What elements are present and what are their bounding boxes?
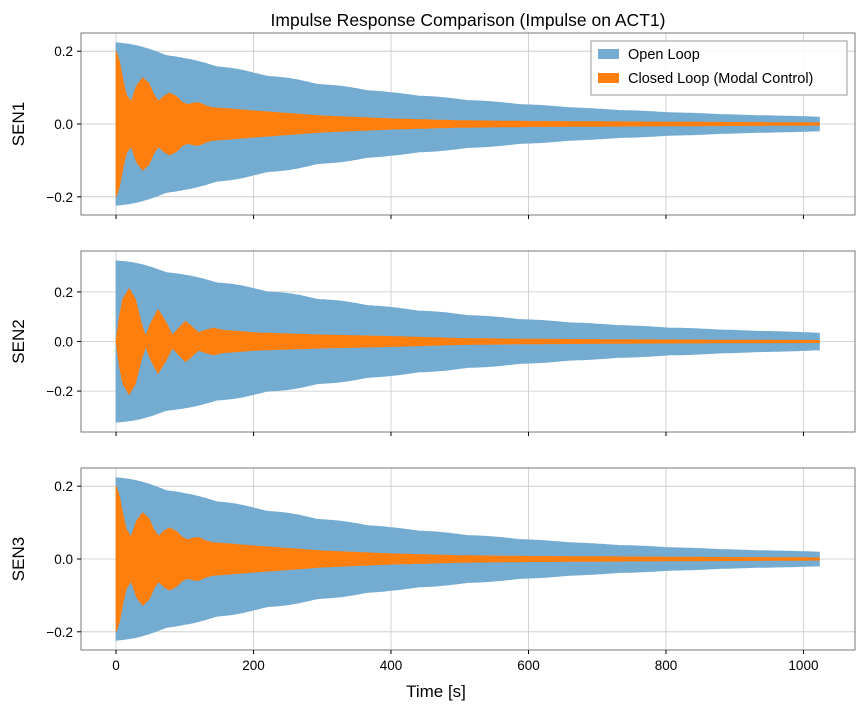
y-tick-label: −0.2 [46, 190, 73, 205]
x-tick-label: 600 [517, 658, 540, 673]
y-tick-label: 0.0 [54, 552, 73, 567]
y-axis-label: SEN1 [9, 102, 28, 146]
y-tick-label: 0.2 [54, 285, 73, 300]
y-axis-label: SEN3 [9, 537, 28, 581]
legend-swatch [598, 73, 619, 83]
subplot-sen1: −0.2 0.0 0.2 SEN1 [9, 32, 856, 219]
y-tick-label: 0.2 [54, 44, 73, 59]
x-tick-label: 1000 [788, 658, 818, 673]
x-tick-label: 0 [112, 658, 120, 673]
legend-swatch [598, 49, 619, 59]
x-tick-label: 400 [380, 658, 403, 673]
legend-label: Open Loop [628, 47, 700, 63]
subplot-sen3: −0.2 0.0 0.2 0 200 400 600 800 1000 SEN3 [9, 467, 856, 673]
legend: Open Loop Closed Loop (Modal Control) [590, 40, 848, 96]
subplot-sen2: −0.2 0.0 0.2 SEN2 [9, 250, 856, 436]
y-tick-label: 0.2 [54, 479, 73, 494]
y-tick-label: 0.0 [54, 335, 73, 350]
y-tick-label: −0.2 [46, 384, 73, 399]
y-axis-label: SEN2 [9, 319, 28, 363]
x-tick-label: 200 [242, 658, 265, 673]
y-tick-label: −0.2 [46, 625, 73, 640]
x-tick-label: 800 [655, 658, 678, 673]
x-axis-label: Time [s] [406, 682, 466, 701]
y-tick-label: 0.0 [54, 117, 73, 132]
chart-title: Impulse Response Comparison (Impulse on … [271, 10, 666, 30]
legend-box [590, 40, 848, 96]
legend-label: Closed Loop (Modal Control) [628, 71, 813, 87]
